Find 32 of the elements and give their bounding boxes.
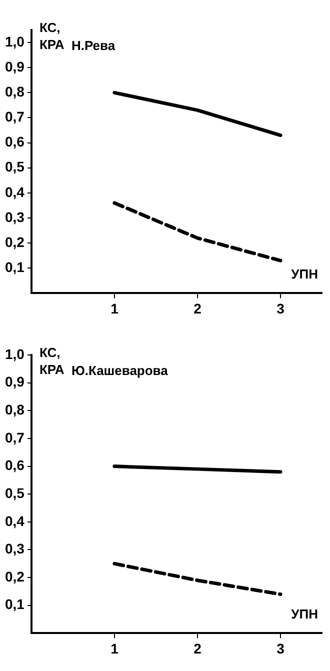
y-tick-label: 0,6 — [4, 134, 25, 150]
y-tick-label: 0,4 — [4, 512, 25, 529]
y-tick-label: 1,0 — [4, 346, 25, 362]
text: Н.Рева — [71, 38, 116, 54]
y-tick-label: 0,5 — [4, 484, 25, 501]
x-tick-label: 2 — [194, 640, 202, 656]
y-tick-label: 0,6 — [4, 457, 25, 474]
y-tick-label: 0,1 — [4, 596, 25, 612]
y-axis-title: КС, КРА — [39, 20, 65, 52]
y-tick-label: 0,7 — [4, 429, 25, 446]
y-tick-label: 0,3 — [4, 540, 25, 557]
y-tick-label: 0,4 — [4, 184, 25, 200]
x-tick-label: 2 — [194, 300, 202, 316]
y-tick-label: 0,9 — [4, 374, 25, 390]
x-axis-title: УПН — [291, 266, 318, 282]
x-tick-label: 1 — [110, 640, 119, 656]
y-tick-label: 0,3 — [4, 208, 25, 225]
y-axis-title: КС, КРА — [39, 345, 65, 378]
y-tick-label: 0,1 — [4, 258, 25, 275]
y-tick-label: 0,2 — [4, 234, 25, 250]
y-tick-label: 0,7 — [4, 108, 25, 125]
y-tick-label: 0,2 — [4, 568, 25, 584]
x-axis-title: УПН — [291, 606, 318, 622]
y-tick-label: 0,8 — [4, 84, 25, 100]
x-tick-label: 3 — [276, 300, 285, 316]
y-tick-label: 0,5 — [4, 158, 25, 175]
x-tick-label: 1 — [110, 300, 119, 316]
y-tick-label: 1,0 — [4, 33, 25, 50]
y-tick-label: 0,8 — [4, 402, 25, 418]
text: Ю.Кашеварова — [71, 363, 169, 378]
x-tick-label: 3 — [276, 640, 285, 656]
y-tick-label: 0,9 — [4, 58, 25, 74]
